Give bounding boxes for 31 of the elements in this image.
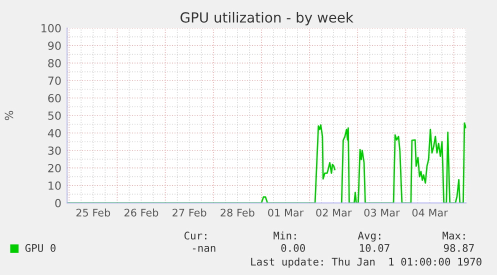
x-tick-label: 25 Feb: [76, 208, 110, 217]
y-tick-label: 70: [48, 76, 61, 85]
legend-label: GPU 0: [25, 244, 56, 252]
x-tick-label: 26 Feb: [124, 208, 158, 217]
y-tick-label: 0: [55, 198, 61, 208]
text: 10.07: [360, 244, 390, 252]
y-tick-label: 20: [48, 164, 61, 172]
text: Max:: [442, 232, 465, 240]
text: Last update: Thu Jan 1 01:00:00 1970: [251, 258, 482, 268]
y-tick-label: 10: [48, 181, 61, 190]
text: 98.87: [444, 244, 474, 252]
text: 0.00: [281, 244, 305, 252]
x-tick-label: 28 Feb: [220, 208, 254, 217]
text: -nan: [192, 246, 216, 252]
y-axis-title: %: [4, 110, 14, 120]
y-tick-label: 100: [42, 24, 61, 32]
y-tick-label: 90: [48, 42, 61, 50]
x-tick-label: 03 Mar: [364, 208, 400, 217]
x-tick-label: 02 Mar: [316, 208, 352, 217]
y-tick-label: 60: [48, 94, 61, 102]
y-tick-label: 40: [48, 128, 61, 138]
text: Avg:: [358, 232, 380, 242]
text: Cur:: [184, 232, 206, 240]
x-tick-label: 04 Mar: [412, 208, 448, 217]
text: Min:: [274, 231, 296, 240]
x-tick-label: 27 Feb: [172, 208, 206, 217]
y-tick-label: 50: [48, 111, 61, 120]
x-tick-label: 01 Mar: [268, 208, 304, 217]
chart-title: GPU utilization - by week: [180, 12, 354, 26]
y-tick-label: 80: [48, 59, 61, 68]
y-tick-label: 30: [48, 146, 61, 155]
